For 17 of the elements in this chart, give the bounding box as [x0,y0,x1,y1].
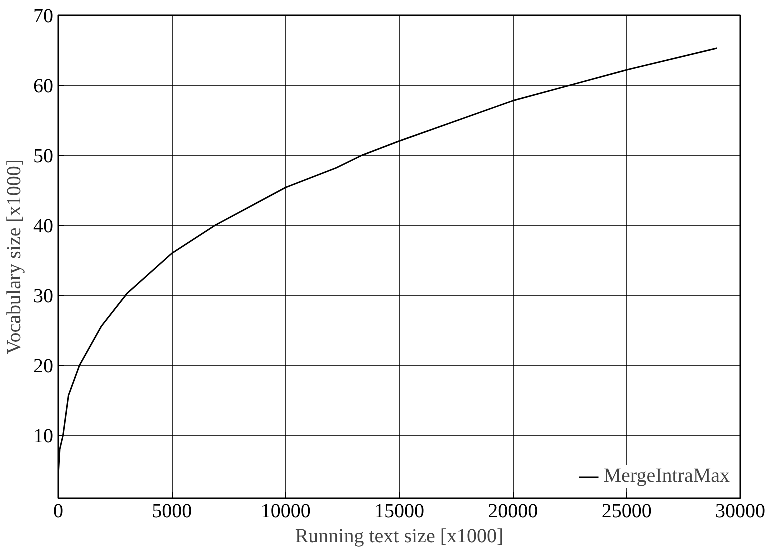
x-tick-label: 10000 [260,500,311,522]
y-tick-label: 70 [34,6,54,28]
y-tick-label: 60 [34,76,54,98]
y-tick-label: 50 [34,146,54,168]
x-tick-label: 20000 [488,500,538,522]
x-tick-label: 15000 [374,500,424,522]
y-tick-label: 10 [34,426,54,448]
x-tick-label: 30000 [716,500,766,522]
y-axis-title: Vocabulary size [x1000] [4,159,26,355]
x-axis-title: Running text size [x1000] [295,526,504,548]
x-tick-label: 25000 [602,500,652,522]
y-tick-label: 40 [34,216,54,238]
y-tick-label: 20 [34,356,54,378]
x-tick-label: 0 [54,500,64,522]
legend-label: MergeIntraMax [604,465,730,488]
y-tick-label: 30 [34,286,54,308]
x-tick-label: 5000 [152,500,192,522]
